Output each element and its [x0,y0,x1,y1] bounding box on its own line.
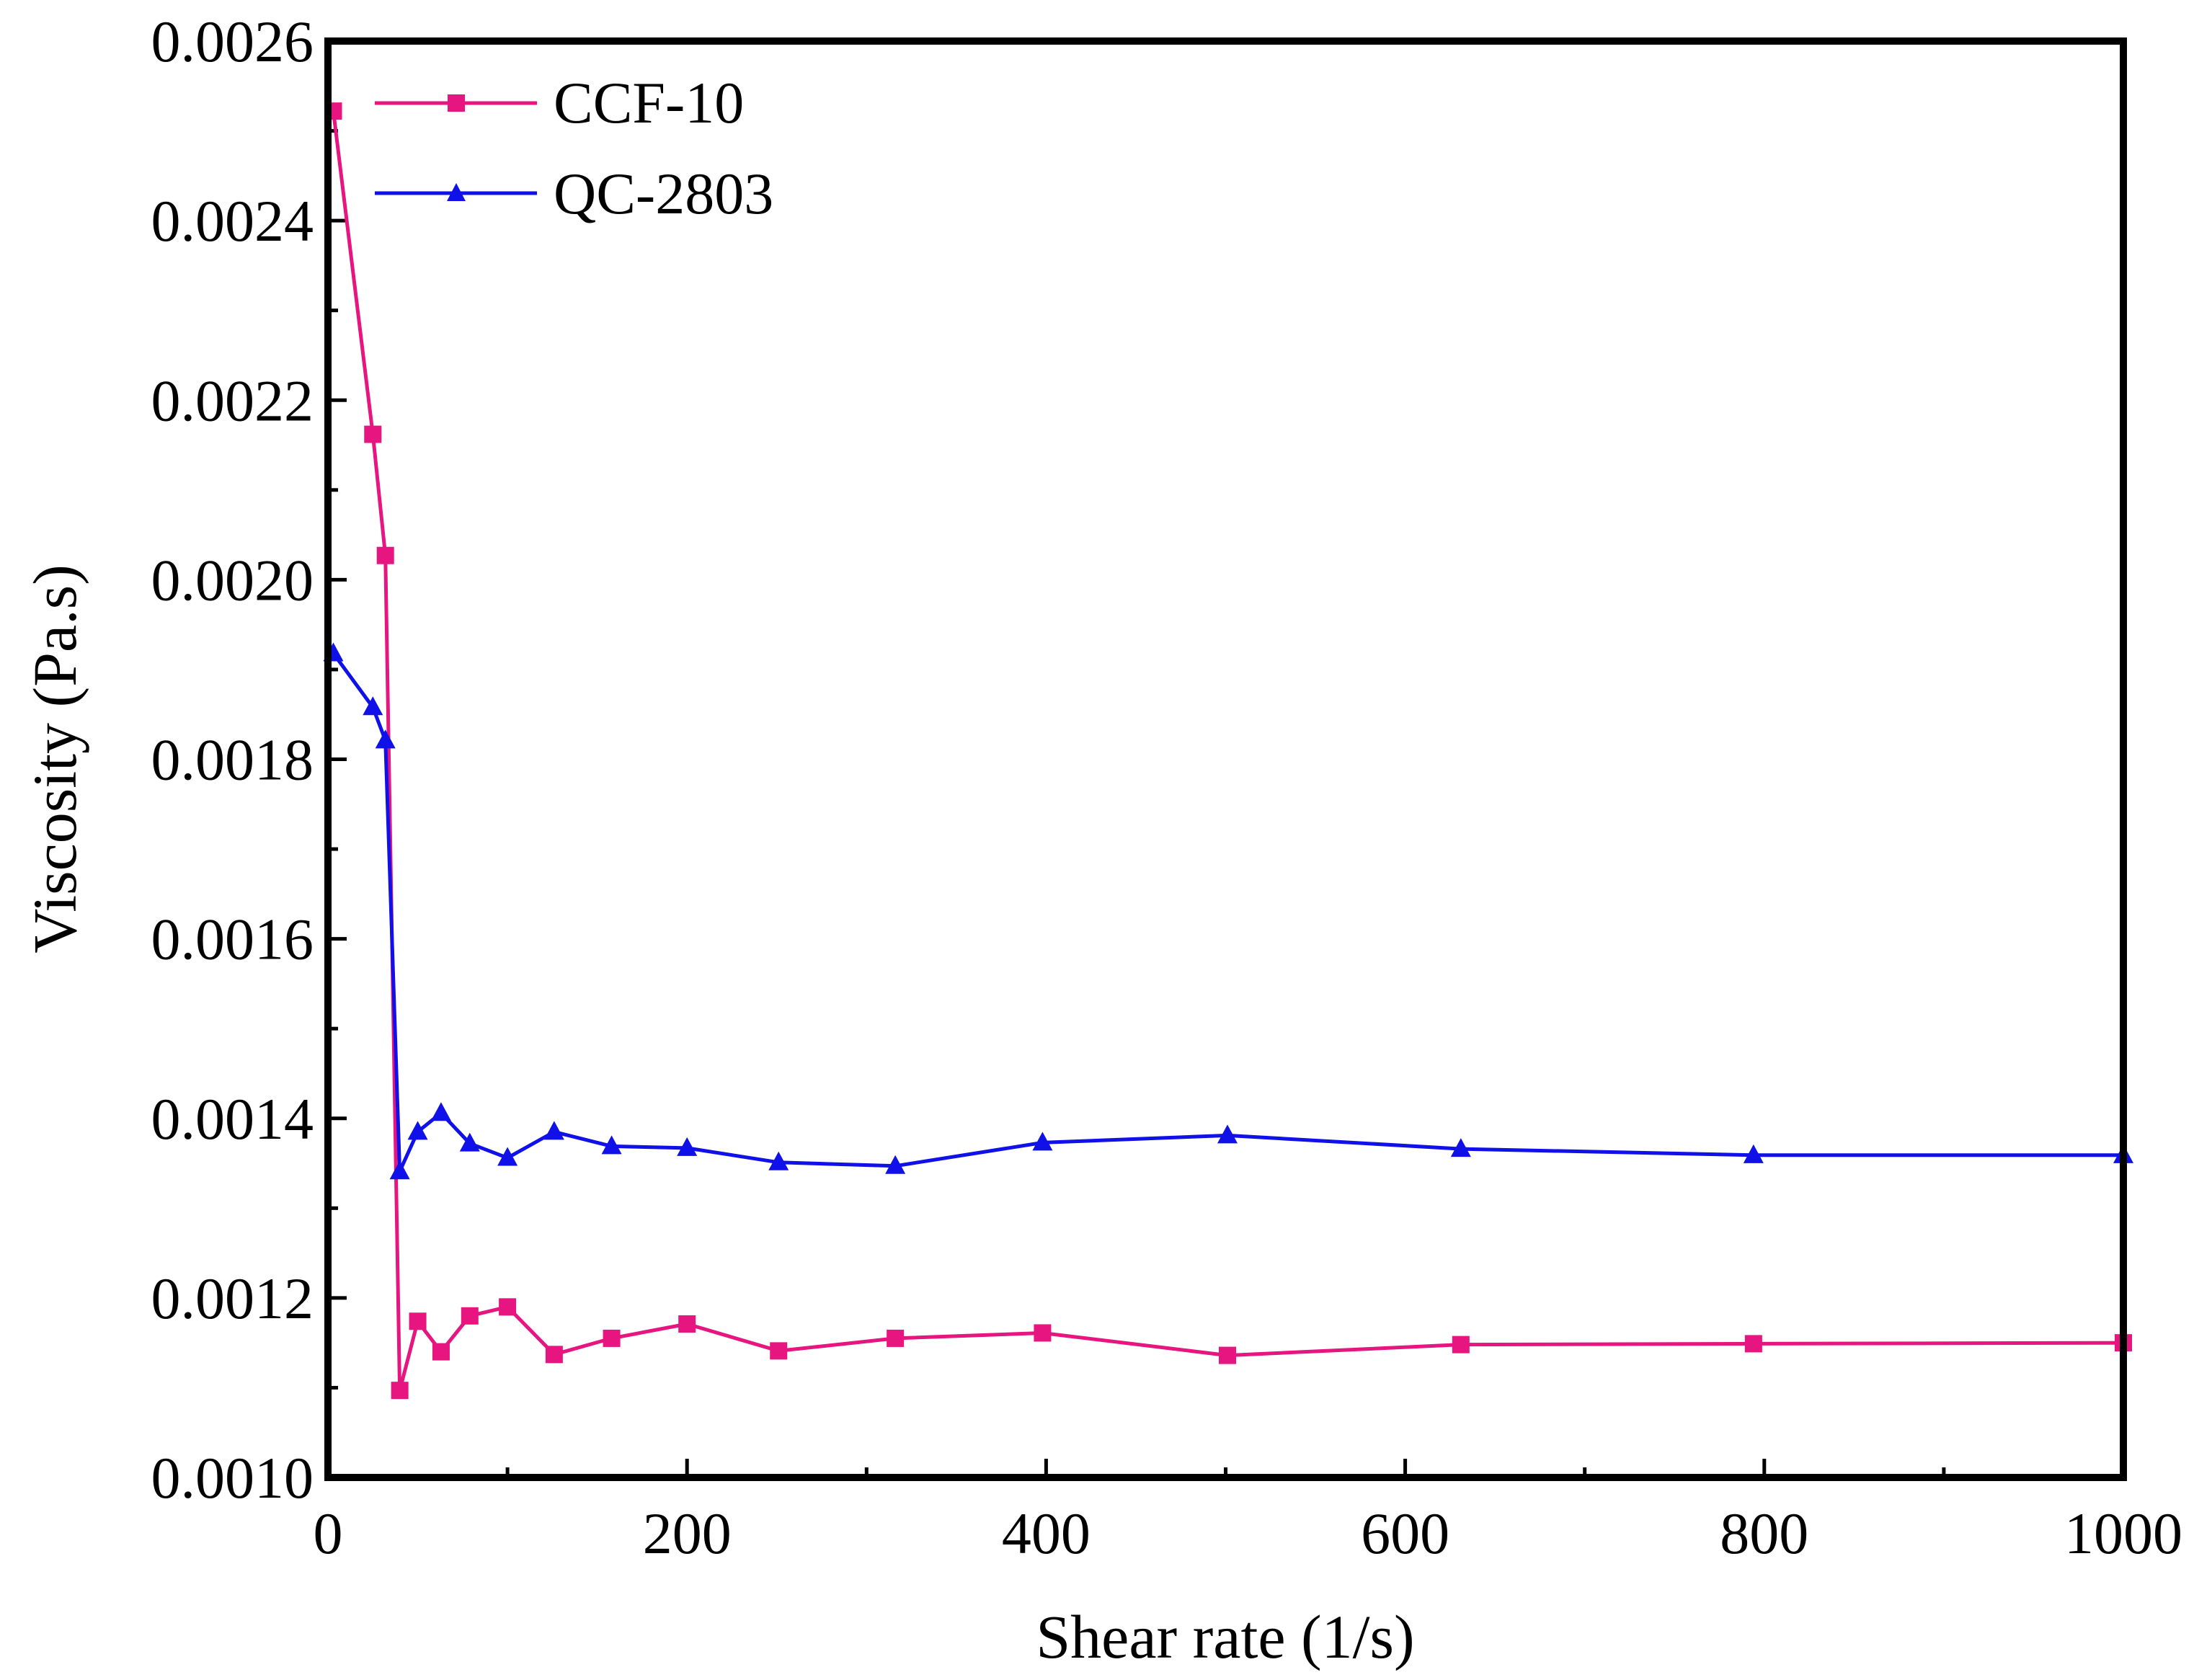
data-point-qc-2803 [885,1155,906,1174]
y-axis-title: Viscosity (Pa.s) [20,564,89,953]
data-point-qc-2803 [1032,1132,1053,1151]
y-tick-label: 0.0020 [151,547,314,613]
y-tick-label: 0.0014 [151,1086,314,1152]
data-point-ccf-10 [376,546,394,564]
data-point-ccf-10 [1218,1346,1236,1364]
legend-label-ccf-10: CCF-10 [554,70,744,135]
y-axis-ticks: 0.0010 0.0012 0.0014 0.0016 0.0018 0.0020 0.00… [151,9,347,1511]
data-point-ccf-10 [1452,1335,1470,1354]
y-tick-label: 0.0012 [151,1266,314,1331]
data-point-qc-2803 [768,1151,789,1170]
y-tick-label: 0.0018 [151,727,314,793]
data-point-ccf-10 [545,1346,563,1364]
data-point-qc-2803 [677,1137,698,1156]
data-point-qc-2803 [389,1160,410,1180]
data-point-ccf-10 [678,1315,696,1333]
y-tick-label: 0.0010 [151,1445,314,1511]
series-line-ccf-10 [332,110,2124,1392]
data-point-ccf-10 [1744,1335,1762,1353]
data-point-qc-2803 [363,696,383,716]
y-tick-label: 0.0026 [151,9,314,74]
data-point-qc-2803 [601,1135,622,1155]
legend-marker-qc-2803 [447,183,466,201]
data-point-qc-2803 [1743,1144,1764,1163]
data-point-ccf-10 [364,425,382,443]
x-tick-label: 1000 [2064,1501,2182,1566]
x-axis-ticks: 0 200 400 600 800 1000 [314,1459,2182,1566]
data-point-ccf-10 [499,1298,517,1316]
data-point-ccf-10 [770,1342,788,1360]
data-point-ccf-10 [461,1307,479,1325]
data-point-qc-2803 [1217,1124,1238,1144]
plot-series [323,102,2133,1400]
data-point-qc-2803 [459,1132,480,1152]
legend-label-qc-2803: QC-2803 [554,161,773,226]
legend: CCF-10 QC-2803 [375,70,773,226]
data-point-ccf-10 [887,1329,905,1347]
x-tick-label: 800 [1720,1501,1808,1566]
data-point-qc-2803 [407,1121,428,1140]
series-line-qc-2803 [332,652,2123,1173]
y-tick-label: 0.0016 [151,907,314,972]
x-tick-label: 400 [1002,1501,1091,1566]
data-point-ccf-10 [1034,1324,1052,1342]
data-point-qc-2803 [497,1147,518,1166]
data-point-qc-2803 [543,1121,564,1140]
x-tick-label: 600 [1361,1501,1449,1566]
x-axis-title: Shear rate (1/s) [1036,1602,1414,1671]
data-point-qc-2803 [1450,1138,1471,1157]
x-tick-label: 200 [643,1501,732,1566]
plot-frame [324,37,2127,1481]
legend-marker-ccf-10 [448,94,465,112]
data-point-ccf-10 [603,1329,621,1347]
data-point-qc-2803 [375,729,396,749]
data-point-ccf-10 [409,1312,427,1330]
y-tick-label: 0.0022 [151,368,314,433]
data-point-ccf-10 [391,1382,409,1400]
data-point-ccf-10 [432,1343,450,1361]
data-point-qc-2803 [430,1102,451,1121]
x-tick-label: 0 [314,1501,343,1566]
series-qc-2803 [323,642,2133,1180]
y-tick-label: 0.0024 [151,188,314,254]
series-ccf-10 [324,102,2132,1400]
